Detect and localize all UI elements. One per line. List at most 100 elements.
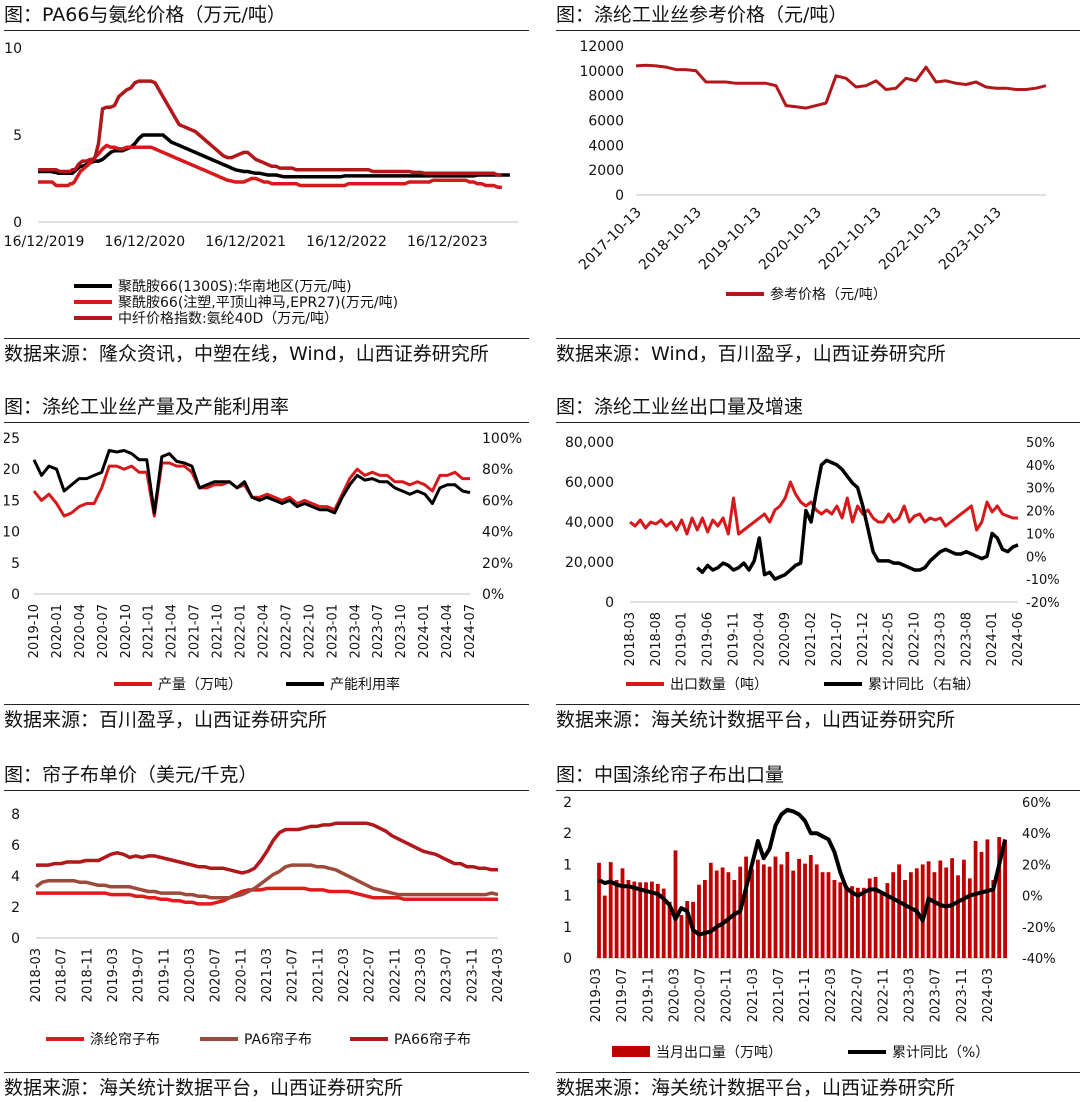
x-tick-label: 2019-10-13 [696, 205, 765, 274]
chart-tire-cord-export: 0 1 1 1 2 2 -40% -20% 0% 20% 40% 60% 2019-03 2019-07 2… [563, 795, 1056, 1061]
legend-label: 中纤价格指数:氨纶40D（万元/吨） [118, 311, 338, 327]
bar [703, 880, 707, 958]
bar [873, 876, 878, 958]
x-tick-label: 2024-04 [440, 604, 455, 658]
chart-source: 数据来源：Wind，百川盈孚，山西证券研究所 [556, 338, 1080, 368]
y-tick-label: 0% [1022, 890, 1043, 905]
bar [685, 901, 690, 958]
bar [956, 875, 960, 958]
legend-label: 当月出口量（万吨） [656, 1045, 782, 1061]
x-tick-label: 2022-03 [337, 948, 352, 1002]
x-tick-label: 2023-10 [394, 604, 409, 658]
y-tick-label: 10 [4, 525, 20, 541]
chart-title: 图：涤纶工业丝出口量及增速 [556, 392, 1080, 423]
legend-label: 聚酰胺66(1300S):华南地区(万元/吨) [118, 279, 352, 295]
x-tick-label: 2023-03 [414, 948, 429, 1002]
series-line-1 [36, 886, 498, 906]
chart-source: 数据来源：百川盈孚，山西证券研究所 [4, 704, 529, 734]
legend-label: 累计同比（右轴） [868, 677, 980, 693]
series-line-2 [38, 143, 502, 189]
bar [903, 880, 907, 958]
chart-source: 数据来源：海关统计数据平台，山西证券研究所 [4, 1072, 529, 1102]
bar [814, 864, 819, 958]
bar [661, 888, 666, 958]
bar [885, 883, 890, 958]
y-tick-label: 50% [1026, 436, 1055, 451]
series-line-2 [597, 807, 1008, 937]
bar [744, 856, 748, 958]
y-tick-label: 0 [13, 215, 22, 231]
chart-output-utilization: 0 5 10 15 20 25 0% 20% 40% 60% 80% 100% 2019-10 2020-… [4, 431, 522, 693]
x-tick-label: 2023-08 [959, 612, 974, 666]
panel-tire-cord-price: 图：帘子布单价（美元/千克） 0 2 4 6 8 2018-03 2018-07 2018-1… [4, 760, 529, 1102]
y-tick-label: 10 [4, 41, 22, 57]
bar [597, 862, 601, 958]
y-tick-label: -20% [1022, 921, 1056, 936]
chart-title: 图：PA66与氨纶价格（万元/吨） [4, 0, 529, 31]
x-tick-label: 2021-12 [856, 612, 871, 666]
x-tick-label: 2022-05 [882, 612, 897, 666]
y-tick-label: 20% [1026, 505, 1055, 520]
bar [932, 872, 937, 958]
y-tick-label: 8000 [588, 89, 624, 105]
series-line-1 [38, 133, 510, 179]
x-tick-label: 2022-07 [279, 604, 294, 658]
bar [638, 882, 643, 958]
x-tick-label: 2024-06 [1011, 612, 1026, 666]
bar [926, 861, 931, 958]
series-line-2 [34, 863, 499, 900]
bar [861, 887, 866, 958]
x-tick-label: 2022-10 [302, 604, 317, 658]
bar [732, 880, 737, 958]
bar [856, 887, 860, 958]
y-tick-label: 80% [482, 462, 513, 478]
y-tick-label: 30% [1026, 482, 1055, 497]
chart-title: 图：中国涤纶帘子布出口量 [556, 760, 1080, 791]
bar [756, 859, 760, 958]
bar [920, 864, 925, 958]
x-tick-label: 2020-07 [96, 604, 111, 658]
x-tick-label: 2024-03 [981, 968, 996, 1022]
bar [608, 862, 613, 958]
legend-label: 涤纶帘子布 [90, 1032, 160, 1048]
bar [1003, 841, 1007, 958]
bar [938, 860, 943, 958]
y-tick-label: 8 [11, 807, 20, 823]
bar [962, 859, 966, 958]
x-tick-label: 2018-10-13 [636, 205, 705, 274]
x-tick-label: 2021-01 [142, 604, 157, 658]
y-tick-label: 2 [11, 900, 20, 916]
legend-label: 参考价格（元/吨） [770, 286, 887, 303]
y-tick-label: 0 [615, 188, 624, 204]
x-tick-label: 2018-03 [29, 948, 44, 1002]
y-tick-label: 2 [563, 795, 572, 811]
x-tick-label: 2019-11 [157, 948, 172, 1002]
x-tick-label: 2023-01 [325, 604, 340, 658]
bar [750, 869, 754, 958]
legend-swatch [612, 1046, 650, 1057]
x-tick-label: 2020-01 [50, 604, 65, 658]
series-line-1 [32, 461, 470, 518]
panel-polyester-industrial-yarn-price: 图：涤纶工业丝参考价格（元/吨） 0 2000 4000 6000 8000 10000 1… [556, 0, 1080, 396]
bar [844, 885, 849, 958]
chart-title: 图：帘子布单价（美元/千克） [4, 760, 529, 791]
bar [667, 901, 672, 958]
x-tick-label: 2019-06 [701, 612, 716, 666]
x-tick-label: 2020-07 [694, 968, 709, 1022]
bar [708, 862, 713, 958]
bar [985, 839, 990, 958]
bar [620, 868, 625, 958]
x-tick-label: 2019-10 [27, 604, 42, 658]
x-tick-label: 2024-01 [417, 604, 432, 658]
bar [909, 872, 913, 958]
bar [850, 886, 854, 958]
x-tick-label: 2023-03 [903, 968, 918, 1022]
y-tick-label: 0% [1026, 550, 1047, 565]
x-tick-label: 2023-10-13 [936, 205, 1005, 274]
x-tick-label: 2021-07 [188, 604, 203, 658]
chart-source: 数据来源：海关统计数据平台，山西证券研究所 [556, 1072, 1080, 1102]
y-tick-label: 100% [482, 431, 522, 447]
x-tick-label: 2021-04 [165, 604, 180, 658]
y-tick-label: 20% [482, 556, 513, 572]
y-tick-label: 4000 [588, 138, 624, 154]
